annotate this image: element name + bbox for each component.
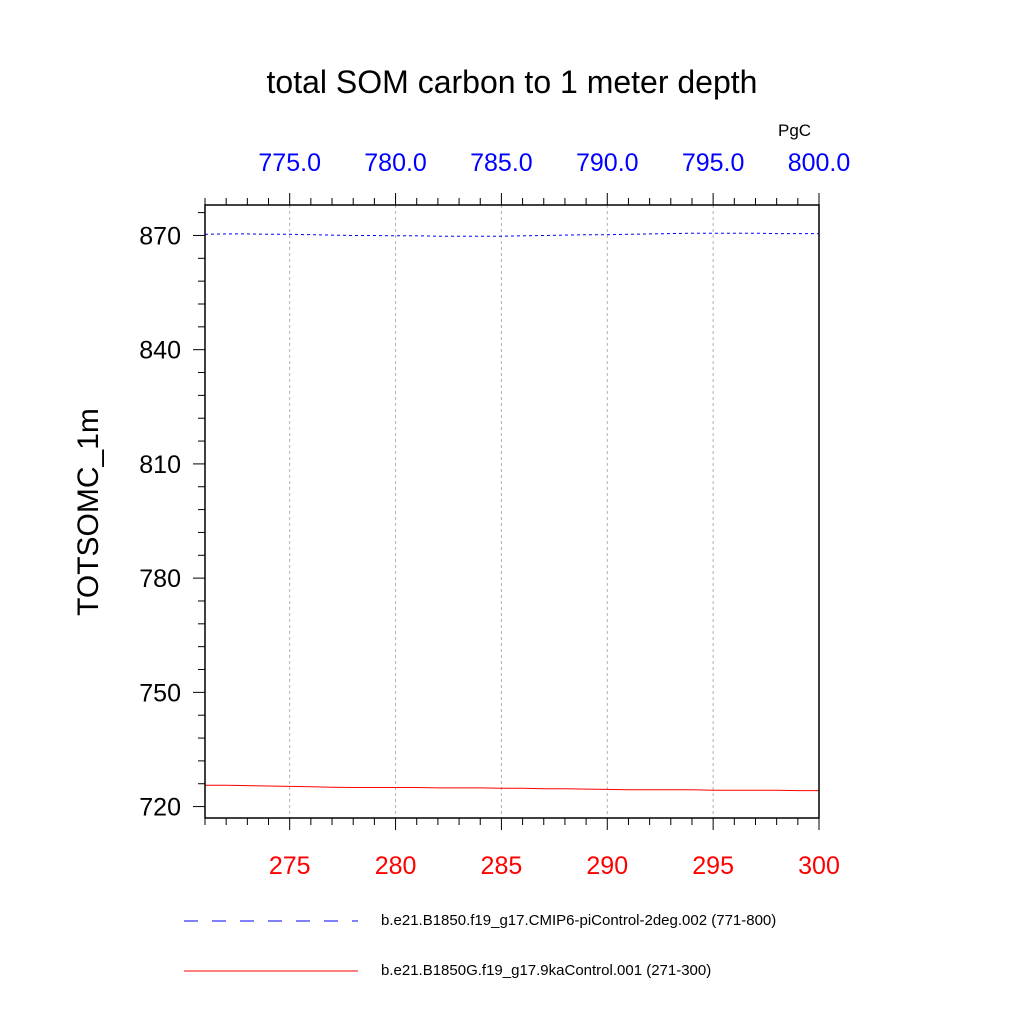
x-bottom-tick-label: 275 (269, 852, 311, 880)
x-bottom-tick-label: 300 (798, 852, 840, 880)
x-top-tick-label: 795.0 (682, 149, 745, 177)
plot-frame (204, 204, 820, 819)
axis-ticks (193, 193, 820, 830)
y-tick-label: 840 (139, 337, 181, 365)
x-top-tick-label: 790.0 (576, 149, 639, 177)
chart-title: total SOM carbon to 1 meter depth (266, 64, 758, 100)
series-lines (204, 232, 819, 792)
series-line-2 (205, 784, 819, 792)
x-top-tick-label: 785.0 (470, 149, 533, 177)
x-bottom-tick-label: 280 (375, 852, 417, 880)
series-line-1 (204, 232, 819, 237)
legend-entry-2-label: b.e21.B1850G.f19_g17.9kaControl.001 (271… (381, 962, 712, 979)
y-tick-label: 870 (139, 222, 181, 250)
vertical-grid-lines (289, 205, 714, 818)
y-tick-label: 780 (139, 565, 181, 593)
y-tick-label: 810 (139, 451, 181, 479)
y-tick-label: 750 (139, 679, 181, 707)
legend-entry-1-label: b.e21.B1850.f19_g17.CMIP6-piControl-2deg… (381, 912, 777, 929)
y-tick-label: 720 (139, 794, 181, 822)
x-top-tick-label: 780.0 (364, 149, 427, 177)
x-bottom-tick-label: 285 (481, 852, 523, 880)
x-top-tick-label: 800.0 (788, 149, 851, 177)
y-axis-label: TOTSOMC_1m (72, 408, 105, 616)
x-bottom-tick-label: 295 (692, 852, 734, 880)
units-label: PgC (778, 121, 812, 140)
x-top-tick-label: 775.0 (258, 149, 321, 177)
axis-tick-labels: 275 280 285 290 295 300 775.0 780.0 785.0 790.0 79… (139, 149, 850, 880)
x-bottom-tick-label: 290 (586, 852, 628, 880)
legend-lines (184, 920, 358, 972)
